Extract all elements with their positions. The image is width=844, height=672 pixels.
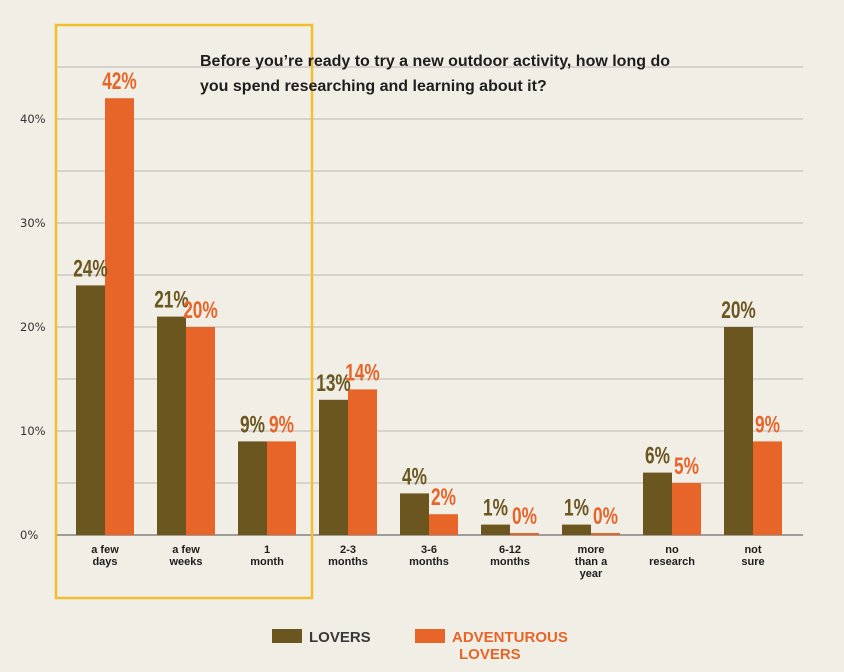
y-tick-label: 40% (20, 112, 46, 126)
x-tick-label: than a (575, 556, 608, 568)
chart-title: Before you’re ready to try a new outdoor… (200, 53, 670, 95)
data-label: 42% (102, 69, 137, 95)
bar-lovers (157, 316, 186, 535)
x-tick-label: a few (91, 544, 119, 556)
data-label: 14% (345, 360, 380, 386)
data-label: 9% (269, 412, 294, 438)
bar-adventurous-lovers (429, 514, 458, 535)
x-tick-label: weeks (168, 556, 202, 568)
bar-adventurous-lovers (753, 441, 782, 535)
x-tick-label: 6-12 (499, 544, 521, 556)
highlight-rect (54, 23, 314, 600)
x-tick-label: days (92, 556, 117, 568)
x-tick-label: not (744, 544, 761, 556)
legend-swatch (272, 629, 302, 643)
bar-adventurous-lovers (186, 327, 215, 535)
y-tick-label: 10% (20, 424, 46, 438)
x-tick-label: year (580, 568, 603, 580)
bar-lovers (643, 472, 672, 535)
x-tick-label: sure (741, 556, 764, 568)
data-label: 1% (483, 495, 508, 521)
x-tick-label: 1 (264, 544, 270, 556)
y-axis: 0% 10% 20% 30% 40% (20, 112, 46, 542)
x-tick-label: months (490, 556, 530, 568)
legend-label: LOVERS (309, 629, 371, 646)
bars (76, 98, 782, 535)
x-tick-label: months (328, 556, 368, 568)
bar-lovers (481, 524, 510, 535)
y-tick-label: 20% (20, 320, 46, 334)
chart-title-line: you spend researching and learning about… (200, 78, 547, 95)
bar-adventurous-lovers (267, 441, 296, 535)
data-label: 20% (721, 297, 756, 323)
legend-label: ADVENTUROUS (452, 629, 568, 646)
bar-lovers (400, 493, 429, 535)
y-tick-label: 30% (20, 216, 46, 230)
highlight-box (54, 23, 314, 600)
data-label: 2% (431, 485, 456, 511)
bar-lovers (76, 285, 105, 535)
y-tick-label: 0% (20, 528, 38, 542)
legend-swatch (415, 629, 445, 643)
x-tick-label: month (250, 556, 284, 568)
x-tick-label: research (649, 556, 695, 568)
data-label: 9% (240, 412, 265, 438)
x-tick-label: 2-3 (340, 544, 356, 556)
data-label: 13% (316, 370, 351, 396)
data-label: 4% (402, 464, 427, 490)
x-tick-label: 3-6 (421, 544, 437, 556)
x-tick-label: no (665, 544, 679, 556)
bar-adventurous-lovers (591, 533, 620, 535)
data-label: 1% (564, 495, 589, 521)
data-label: 0% (512, 503, 537, 529)
data-label: 6% (645, 443, 670, 469)
bar-lovers (319, 399, 348, 535)
bar-adventurous-lovers (672, 483, 701, 535)
bar-adventurous-lovers (348, 389, 377, 535)
data-labels: 24% 21% 9% 13% 4% 1% 1% 6% 20% 42% 20% 9% 14% 2% 0% 0% 5… (73, 69, 780, 530)
data-label: 21% (154, 287, 189, 313)
x-tick-label: months (409, 556, 449, 568)
bar-lovers (562, 524, 591, 535)
chart-title-line: Before you’re ready to try a new outdoor… (200, 53, 670, 70)
bar-adventurous-lovers (105, 98, 134, 535)
data-label: 5% (674, 453, 699, 479)
x-tick-label: more (578, 544, 605, 556)
data-label: 0% (593, 503, 618, 529)
bar-adventurous-lovers (510, 533, 539, 535)
data-label: 9% (755, 412, 780, 438)
bar-lovers (724, 327, 753, 535)
legend-label: LOVERS (459, 646, 521, 663)
data-label: 24% (73, 256, 108, 282)
bar-lovers (238, 441, 267, 535)
x-tick-label: a few (172, 544, 200, 556)
data-label: 20% (183, 297, 218, 323)
